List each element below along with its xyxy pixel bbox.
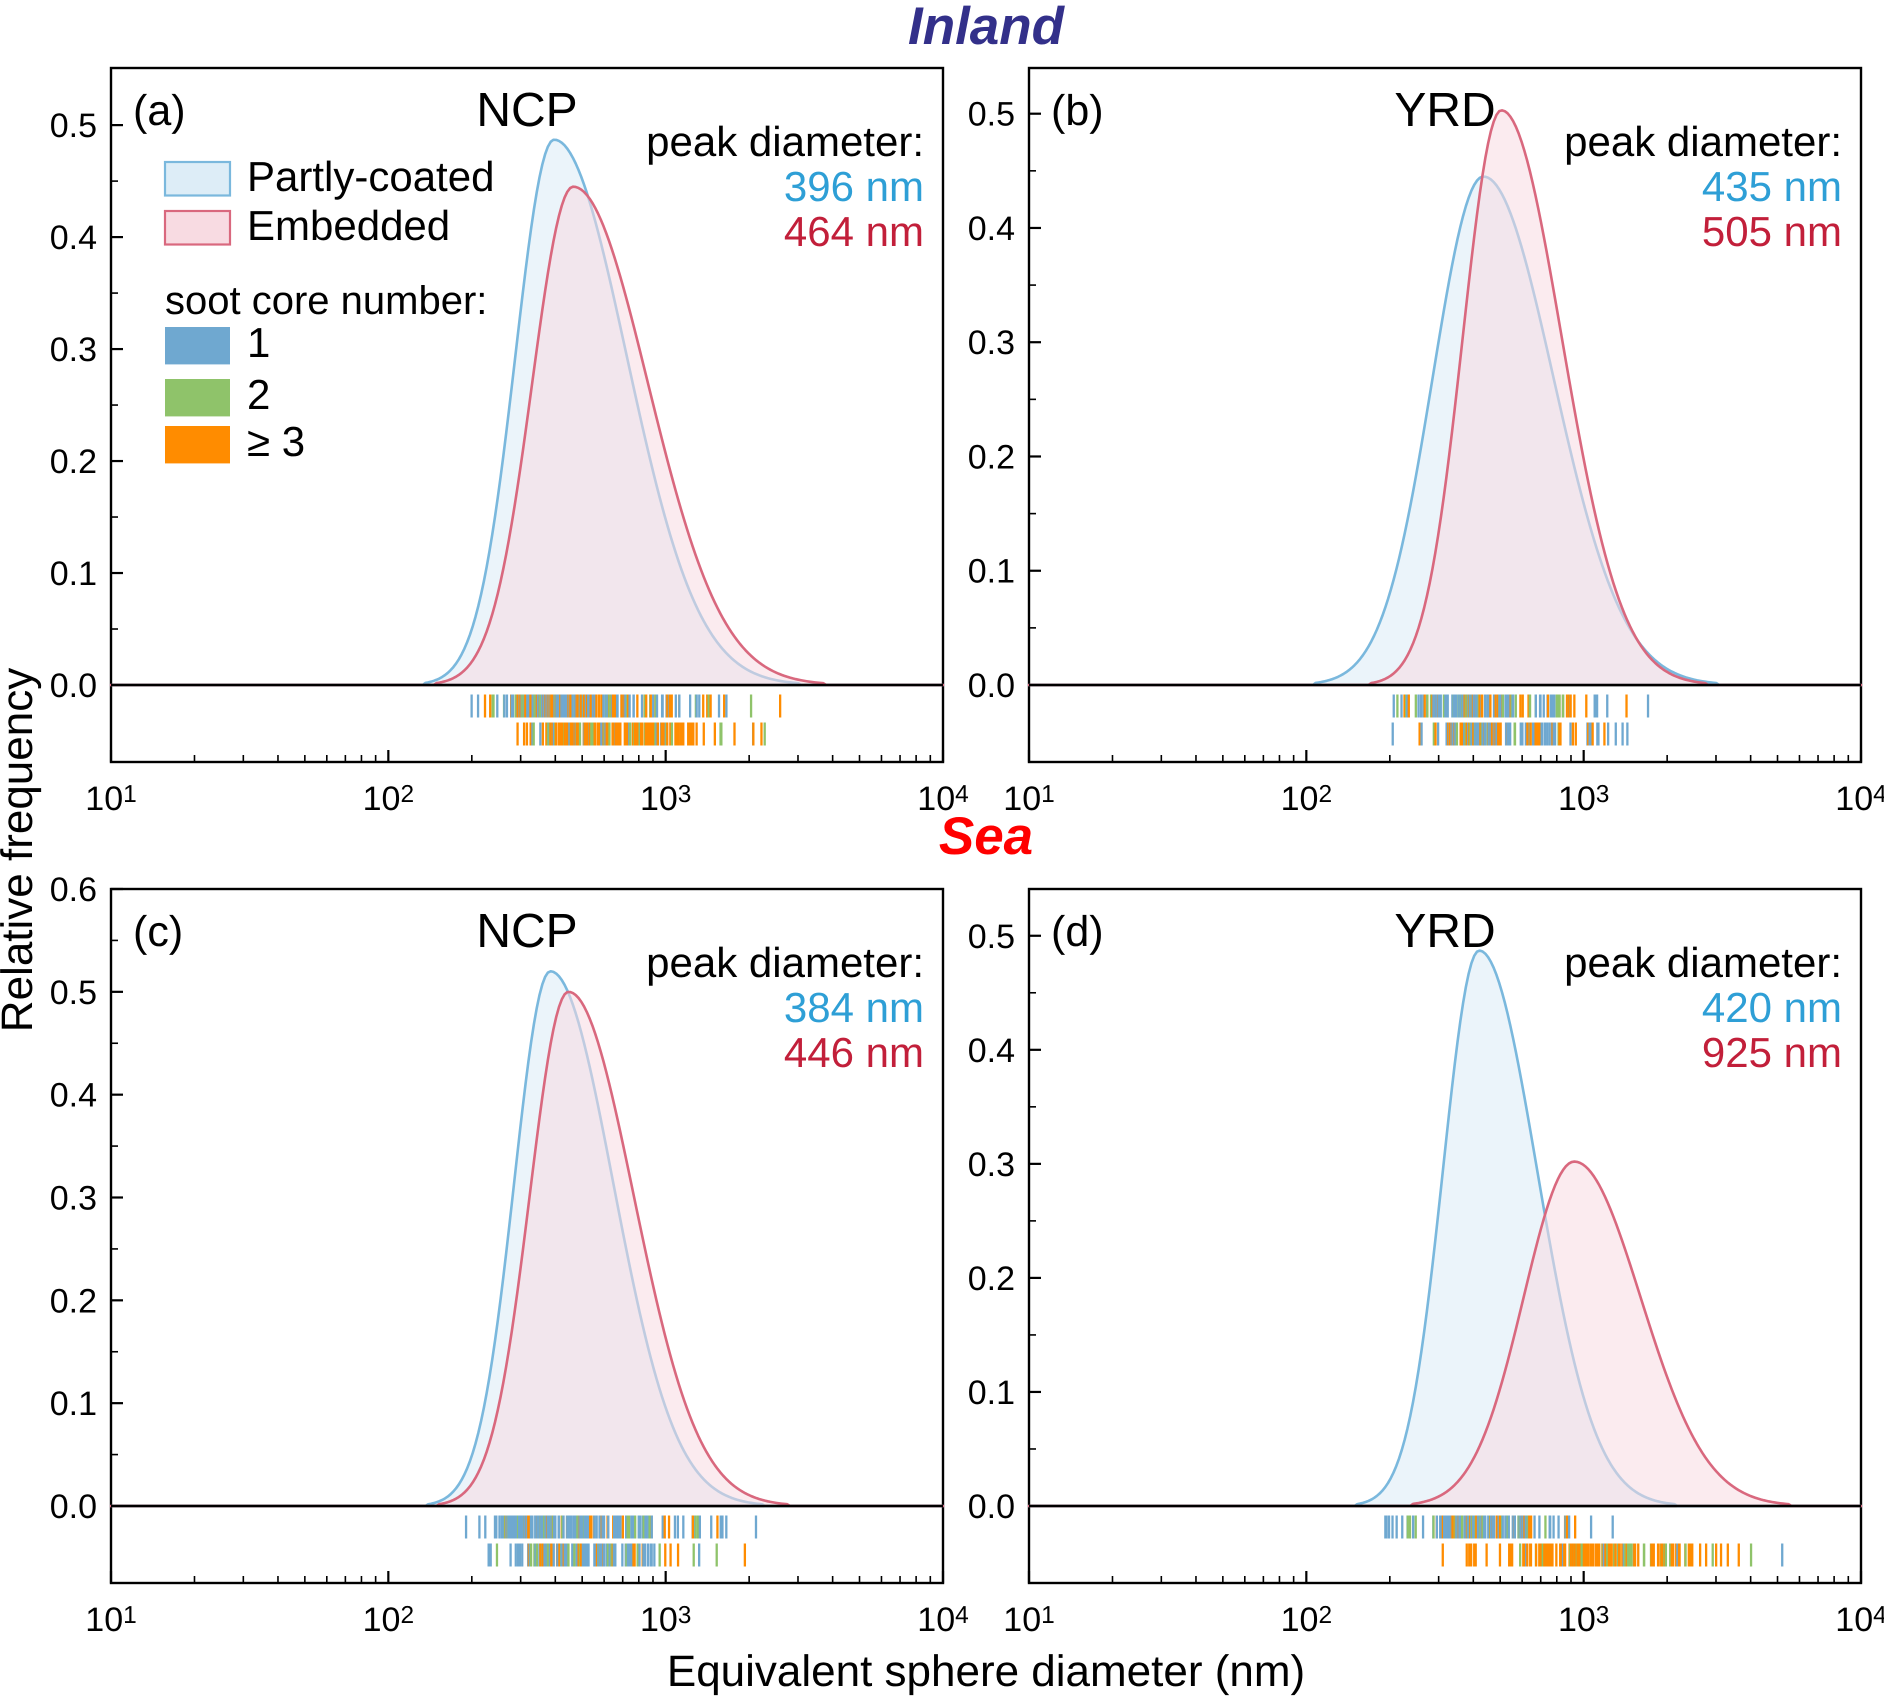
- svg-text:YRD: YRD: [1394, 905, 1495, 958]
- svg-text:(a): (a): [133, 87, 186, 135]
- svg-text:0.0: 0.0: [968, 667, 1015, 705]
- svg-text:1: 1: [247, 319, 270, 366]
- svg-text:0.2: 0.2: [50, 1282, 97, 1320]
- svg-text:0.3: 0.3: [50, 331, 97, 369]
- svg-text:0.0: 0.0: [50, 1488, 97, 1526]
- svg-text:0.2: 0.2: [968, 438, 1015, 476]
- svg-text:0.1: 0.1: [50, 555, 97, 593]
- svg-text:0.1: 0.1: [50, 1385, 97, 1423]
- svg-text:0.5: 0.5: [50, 107, 97, 145]
- svg-text:Equivalent sphere diameter (nm: Equivalent sphere diameter (nm): [667, 1647, 1305, 1696]
- svg-text:NCP: NCP: [476, 84, 577, 137]
- svg-text:0.2: 0.2: [50, 443, 97, 481]
- svg-text:0.2: 0.2: [968, 1260, 1015, 1298]
- svg-text:Embedded: Embedded: [247, 202, 450, 249]
- svg-text:0.1: 0.1: [968, 553, 1015, 591]
- svg-text:420 nm: 420 nm: [1702, 984, 1842, 1031]
- svg-text:435 nm: 435 nm: [1702, 163, 1842, 210]
- svg-text:soot core number:: soot core number:: [165, 279, 487, 323]
- svg-text:Relative frequency: Relative frequency: [0, 668, 42, 1032]
- svg-text:peak diameter:: peak diameter:: [1564, 118, 1842, 165]
- svg-text:0.4: 0.4: [968, 1032, 1015, 1070]
- svg-text:396 nm: 396 nm: [784, 163, 924, 210]
- svg-text:0.4: 0.4: [968, 210, 1015, 248]
- svg-text:0.1: 0.1: [968, 1374, 1015, 1412]
- svg-text:2: 2: [247, 371, 270, 418]
- svg-text:0.0: 0.0: [50, 667, 97, 705]
- svg-text:384 nm: 384 nm: [784, 984, 924, 1031]
- svg-text:peak diameter:: peak diameter:: [646, 118, 924, 165]
- svg-text:(d): (d): [1051, 908, 1104, 956]
- svg-text:505 nm: 505 nm: [1702, 208, 1842, 255]
- svg-text:0.3: 0.3: [50, 1180, 97, 1218]
- svg-text:YRD: YRD: [1394, 84, 1495, 137]
- svg-text:(b): (b): [1051, 87, 1104, 135]
- svg-text:925 nm: 925 nm: [1702, 1029, 1842, 1076]
- svg-text:0.0: 0.0: [968, 1488, 1015, 1526]
- svg-text:0.4: 0.4: [50, 1077, 97, 1115]
- svg-text:0.6: 0.6: [50, 871, 97, 909]
- svg-text:0.3: 0.3: [968, 1146, 1015, 1184]
- svg-text:0.5: 0.5: [968, 918, 1015, 956]
- svg-text:peak diameter:: peak diameter:: [1564, 939, 1842, 986]
- svg-text:Sea: Sea: [939, 807, 1033, 866]
- svg-text:Partly-coated: Partly-coated: [247, 153, 494, 200]
- svg-text:0.3: 0.3: [968, 324, 1015, 362]
- svg-text:≥ 3: ≥ 3: [247, 418, 305, 465]
- svg-text:NCP: NCP: [476, 905, 577, 958]
- svg-text:0.5: 0.5: [50, 974, 97, 1012]
- svg-text:Inland: Inland: [908, 0, 1066, 56]
- svg-text:0.4: 0.4: [50, 219, 97, 257]
- svg-text:peak diameter:: peak diameter:: [646, 939, 924, 986]
- svg-text:0.5: 0.5: [968, 96, 1015, 134]
- svg-text:464 nm: 464 nm: [784, 208, 924, 255]
- svg-text:(c): (c): [133, 908, 183, 956]
- svg-text:446 nm: 446 nm: [784, 1029, 924, 1076]
